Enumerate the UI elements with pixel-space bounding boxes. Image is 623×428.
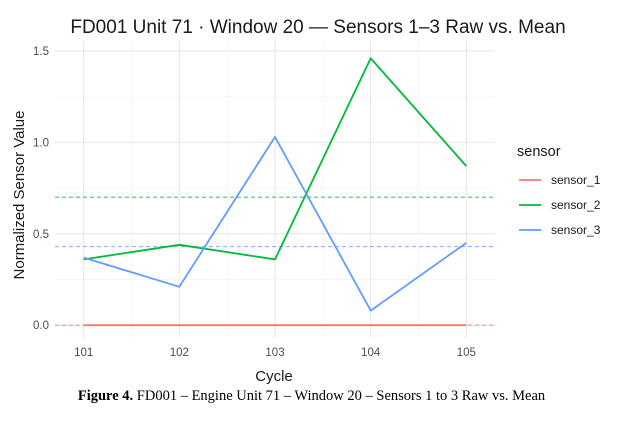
x-tick-label: 102 (170, 347, 189, 359)
caption-label: Figure 4. (77, 388, 134, 404)
figure-caption: Figure 4. FD001 – Engine Unit 71 – Windo… (0, 388, 623, 405)
x-axis-ticks: 101 102 103 104 105 (74, 347, 476, 359)
y-tick-label: 0.0 (33, 320, 49, 332)
x-axis-title: Cycle (255, 368, 293, 385)
legend: sensor_1 sensor_2 sensor_3 (519, 173, 601, 237)
x-tick-label: 104 (361, 347, 381, 359)
x-tick-label: 105 (457, 347, 476, 359)
y-tick-label: 0.5 (33, 229, 49, 241)
y-tick-label: 1.0 (33, 137, 49, 149)
line-chart: FD001 Unit 71 · Window 20 — Sensors 1–3 … (11, 17, 601, 385)
grid (55, 40, 495, 338)
sensor_3-legend-label: sensor_3 (551, 223, 601, 237)
x-tick-label: 103 (265, 347, 284, 359)
sensor_2-legend-label: sensor_2 (551, 198, 601, 212)
y-tick-label: 1.5 (33, 46, 49, 58)
legend-title: sensor (517, 144, 561, 160)
series-lines (83, 57, 467, 327)
y-axis-ticks: 0.0 0.5 1.0 1.5 (33, 46, 49, 332)
caption-text: FD001 – Engine Unit 71 – Window 20 – Sen… (136, 388, 546, 404)
chart-title: FD001 Unit 71 · Window 20 — Sensors 1–3 … (70, 17, 565, 38)
sensor_1-legend-label: sensor_1 (551, 173, 601, 187)
sensor_2-line (83, 57, 467, 261)
y-axis-title: Normalized Sensor Value (11, 111, 28, 280)
x-tick-label: 101 (74, 347, 93, 359)
sensor_3-line (83, 135, 467, 312)
